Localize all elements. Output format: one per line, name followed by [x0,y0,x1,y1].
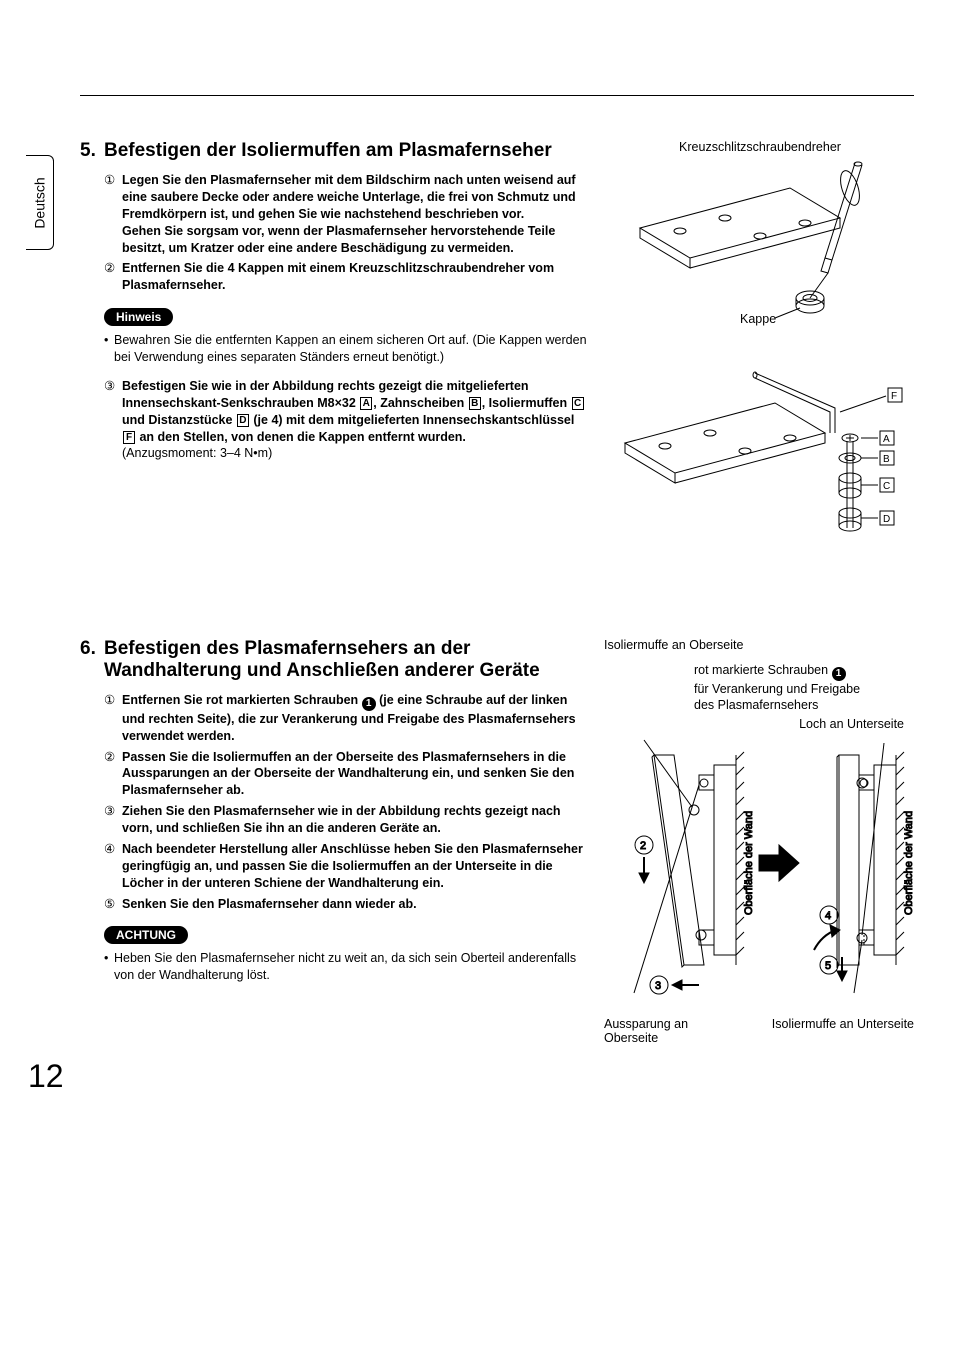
step-text: Senken Sie den Plasmafernseher dann wied… [122,896,584,913]
cap-label: Kappe [740,312,776,326]
step-text: Ziehen Sie den Plasmafernseher wie in de… [122,803,584,837]
achtung-item: • Heben Sie den Plasmafernseher nicht zu… [104,950,584,984]
wall-surface-right: Oberfläche der Wand [903,811,914,915]
red-line2: für Verankerung und Freigabe [694,682,860,696]
step1-prefix: Entfernen Sie rot markierten Schrauben [122,693,362,707]
language-tab: Deutsch [26,155,54,250]
horizontal-rule [80,95,914,96]
step-text: Entfernen Sie die 4 Kappen mit einem Kre… [122,260,590,294]
fig-letter-d: D [883,514,890,525]
step3-part: und Distanzstücke [122,413,236,427]
step3-part: (je 4) mit dem mitgelieferten Innensechs… [250,413,574,427]
page-number: 12 [28,1058,64,1095]
step-5-1: ① Legen Sie den Plasmafernseher mit dem … [104,172,590,256]
note-text: Bewahren Sie die entfernten Kappen an ei… [114,332,590,366]
step3-part: an den Stellen, von denen die Kappen ent… [136,430,466,444]
step-marker: ② [104,749,122,800]
step-text: Nach beendeter Herstellung aller Anschlü… [122,841,584,892]
achtung-badge: ACHTUNG [104,926,188,944]
achtung-text: Heben Sie den Plasmafernseher nicht zu w… [114,950,584,984]
step-marker: ① [104,692,122,745]
diagram-svg-3: Oberfläche der Wand [604,735,914,1015]
boxed-letter-d: D [237,414,249,427]
step-5-2: ② Entfernen Sie die 4 Kappen mit einem K… [104,260,590,294]
step-marker: ④ [104,841,122,892]
fig-letter-c: C [883,481,890,492]
fig3-bottom-left: Aussparung an Oberseite [604,1017,714,1045]
circled-3: 3 [655,980,661,992]
fig3-top-label: Isoliermuffe an Oberseite [604,638,914,652]
section-5-title: 5. Befestigen der Isoliermuffen am Plasm… [80,140,590,162]
circled-5: 5 [825,960,831,972]
bullet: • [104,332,114,366]
step-text: Entfernen Sie rot markierten Schrauben 1… [122,692,584,745]
wall-surface-left: Oberfläche der Wand [743,811,755,915]
step-6-2: ② Passen Sie die Isoliermuffen an der Ob… [104,749,584,800]
section-6-title-text: Befestigen des Plasmafernsehers an der W… [104,638,584,682]
red-prefix: rot markierte Schrauben [694,663,832,677]
step-text: Passen Sie die Isoliermuffen an der Ober… [122,749,584,800]
step-5-3: ③ Befestigen Sie wie in der Abbildung re… [104,378,590,462]
torque-note: (Anzugsmoment: 3–4 N•m) [122,445,590,462]
boxed-letter-b: B [469,397,481,410]
step-marker: ③ [104,803,122,837]
filled-circle-1: 1 [362,697,376,711]
section-6-title: 6. Befestigen des Plasmafernsehers an de… [80,638,584,682]
diagram-svg-1: Kappe [610,158,910,328]
step3-part: , Zahnscheiben [373,396,467,410]
step-text: Befestigen Sie wie in der Abbildung rech… [122,378,590,462]
red-line3: des Plasmafernsehers [694,698,818,712]
fig3-red-label: rot markierte Schrauben 1 für Verankerun… [694,662,914,713]
boxed-letter-a: A [360,397,372,410]
step3-part: , Isoliermuffen [482,396,571,410]
circled-2: 2 [640,840,646,852]
section-6: 6. Befestigen des Plasmafernsehers an de… [80,638,914,1045]
fig-letter-a: A [883,434,890,445]
step-marker: ③ [104,378,122,462]
step-marker: ① [104,172,122,256]
fig-letter-b: B [883,454,890,465]
step-6-4: ④ Nach beendeter Herstellung aller Ansch… [104,841,584,892]
figure-screwdriver: Kreuzschlitzschraubendreher [610,140,910,328]
screwdriver-label: Kreuzschlitzschraubendreher [610,140,910,154]
boxed-letter-c: C [572,397,584,410]
bullet: • [104,950,114,984]
fig3-hole-label: Loch an Unterseite [604,717,904,731]
circled-4: 4 [825,910,831,922]
step-marker: ② [104,260,122,294]
boxed-letter-f: F [123,431,135,444]
section-5: 5. Befestigen der Isoliermuffen am Plasm… [80,140,914,588]
step-text: Legen Sie den Plasmafernseher mit dem Bi… [122,172,590,256]
filled-circle-1: 1 [832,667,846,681]
fig3-bottom-right: Isoliermuffe an Unterseite [772,1017,914,1045]
section-6-number: 6. [80,638,104,682]
fig-letter-f: F [891,391,897,402]
language-label: Deutsch [32,177,48,228]
note-item: • Bewahren Sie die entfernten Kappen an … [104,332,590,366]
section-5-number: 5. [80,140,104,162]
section-5-title-text: Befestigen der Isoliermuffen am Plasmafe… [104,140,590,162]
step-marker: ⑤ [104,896,122,913]
hinweis-badge: Hinweis [104,308,173,326]
step-6-5: ⑤ Senken Sie den Plasmafernseher dann wi… [104,896,584,913]
step-6-3: ③ Ziehen Sie den Plasmafernseher wie in … [104,803,584,837]
figure-assembly: F A B C D [610,358,910,558]
diagram-svg-2: F A B C D [610,358,910,558]
step-6-1: ① Entfernen Sie rot markierten Schrauben… [104,692,584,745]
